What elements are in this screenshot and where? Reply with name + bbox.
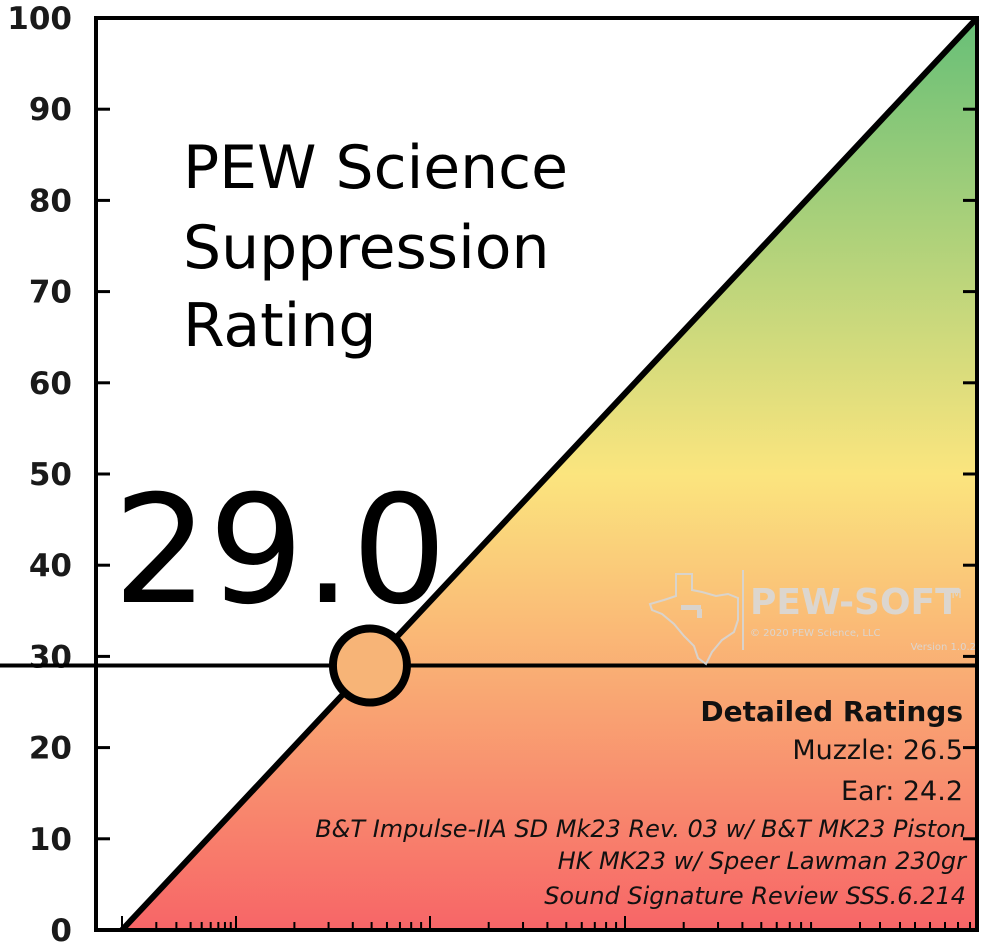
chart-title-line-2: Suppression	[183, 213, 549, 283]
y-tick-label: 100	[7, 1, 72, 37]
y-tick-label: 0	[50, 913, 72, 949]
y-tick-label: 40	[29, 548, 72, 584]
watermark-version: Version 1.0.2	[911, 642, 976, 653]
chart-title-line-1: PEW Science	[183, 133, 568, 203]
texas-map-icon	[648, 573, 739, 666]
y-tick-label: 10	[29, 822, 72, 858]
ear-rating: Ear: 24.2	[841, 776, 963, 807]
y-tick-label: 20	[29, 731, 72, 767]
plot-frame	[94, 16, 979, 932]
y-axis-tick-labels: 0 10 20 30 40 50 60 70 80 90 100	[7, 1, 72, 949]
watermark-gun-glyph	[681, 605, 701, 610]
watermark-gun-grip	[697, 609, 702, 618]
muzzle-rating: Muzzle: 26.5	[792, 735, 963, 766]
watermark-brand: PEW-SOFT	[750, 582, 960, 623]
detailed-ratings: Detailed Ratings Muzzle: 26.5 Ear: 24.2 …	[315, 695, 968, 910]
chart-title-line-3: Rating	[183, 291, 376, 361]
diagonal-rating-line	[119, 15, 980, 933]
rating-value: 29.0	[113, 464, 447, 638]
rating-marker	[328, 624, 411, 707]
pew-soft-watermark: PEW-SOFT TM © 2020 PEW Science, LLC Vers…	[648, 570, 976, 666]
y-tick-label: 70	[29, 275, 72, 311]
y-tick-label: 30	[29, 639, 72, 675]
watermark-tm: TM	[943, 587, 962, 601]
detailed-ratings-heading: Detailed Ratings	[700, 695, 963, 728]
host-and-ammo: HK MK23 w/ Speer Lawman 230gr	[558, 847, 969, 875]
y-tick-label: 60	[29, 366, 72, 402]
suppressor-name: B&T Impulse-IIA SD Mk23 Rev. 03 w/ B&T M…	[315, 815, 966, 843]
y-tick-label: 50	[29, 457, 72, 493]
watermark-copyright: © 2020 PEW Science, LLC	[750, 628, 880, 639]
review-id: Sound Signature Review SSS.6.214	[544, 882, 966, 910]
y-tick-label: 80	[29, 183, 72, 219]
y-tick-label: 90	[29, 92, 72, 128]
